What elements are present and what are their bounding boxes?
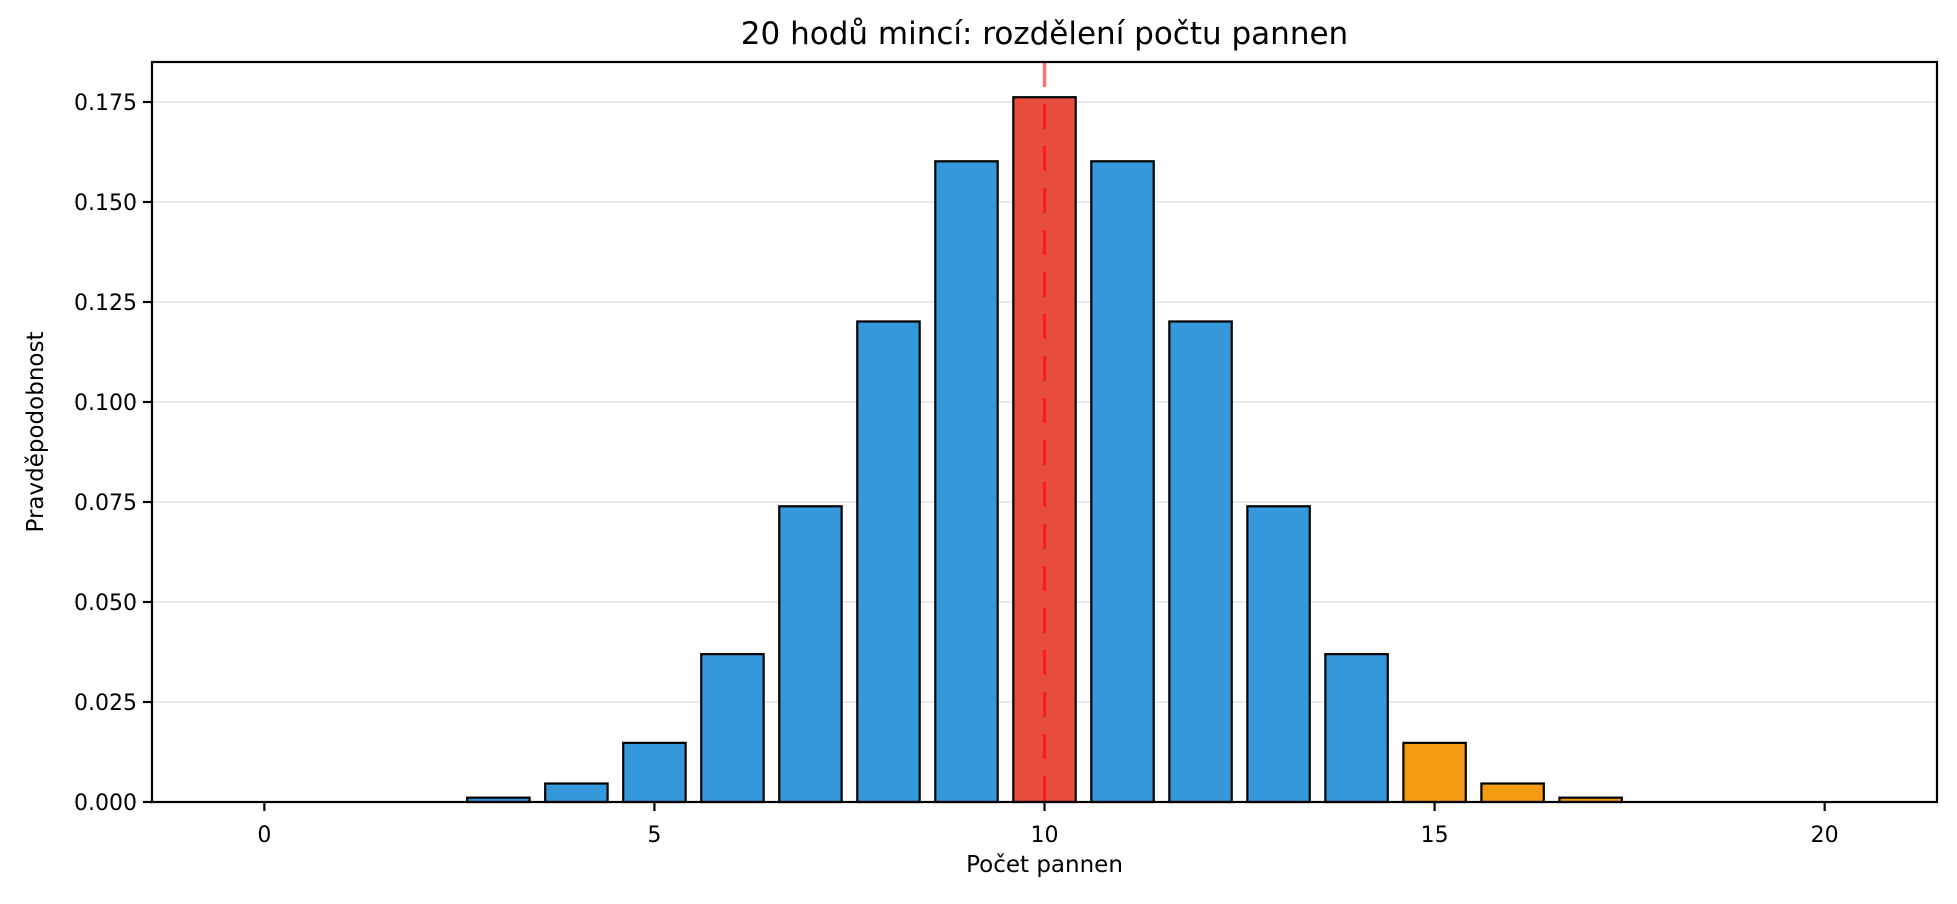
y-tick-label: 0.075 <box>74 491 137 516</box>
x-tick-label: 10 <box>1031 823 1059 848</box>
bar <box>622 741 687 804</box>
x-axis-label: Počet pannen <box>966 852 1123 878</box>
x-tick-label: 0 <box>257 823 271 848</box>
chart-title: 20 hodů mincí: rozdělení počtu pannen <box>740 16 1349 52</box>
bar <box>856 320 921 804</box>
x-tick-label: 20 <box>1811 823 1839 848</box>
y-tick-label: 0.050 <box>74 591 137 616</box>
y-tick-label: 0.125 <box>74 291 137 316</box>
bar <box>934 160 999 804</box>
bar <box>544 782 609 804</box>
bar <box>700 653 765 804</box>
bar <box>1246 505 1311 804</box>
bar <box>1168 320 1233 804</box>
bar <box>1324 653 1389 804</box>
bar <box>1480 782 1545 804</box>
bar <box>1402 741 1467 804</box>
y-tick-label: 0.100 <box>74 391 137 416</box>
bar <box>778 505 843 804</box>
x-tick-label: 5 <box>647 823 661 848</box>
y-tick-label: 0.150 <box>74 191 137 216</box>
y-tick-label: 0.025 <box>74 691 137 716</box>
y-tick-label: 0.175 <box>74 91 137 116</box>
bar <box>1090 160 1155 804</box>
y-tick-label: 0.000 <box>74 791 137 816</box>
x-tick-label: 15 <box>1421 823 1449 848</box>
